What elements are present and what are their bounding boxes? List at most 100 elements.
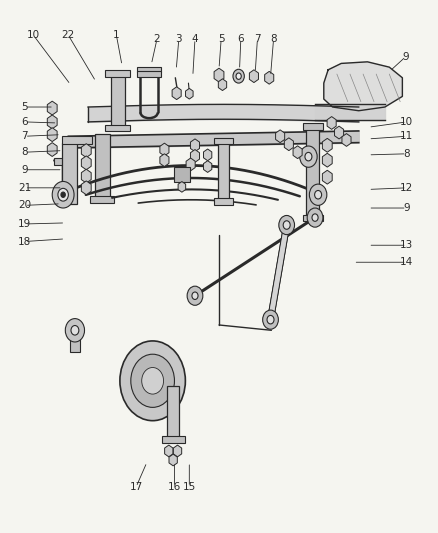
Bar [162, 435, 184, 443]
Polygon shape [293, 146, 302, 159]
Text: 17: 17 [129, 482, 143, 492]
Text: 10: 10 [400, 117, 413, 127]
Circle shape [58, 188, 68, 201]
Text: 8: 8 [403, 149, 410, 159]
Text: 5: 5 [21, 102, 28, 112]
Circle shape [187, 286, 203, 305]
Circle shape [236, 73, 241, 79]
Text: 7: 7 [254, 34, 261, 44]
Text: 6: 6 [21, 117, 28, 127]
Circle shape [314, 190, 321, 199]
Polygon shape [214, 68, 224, 82]
Polygon shape [322, 170, 332, 184]
Polygon shape [178, 182, 186, 192]
Text: 9: 9 [403, 203, 410, 213]
Circle shape [267, 316, 274, 324]
Text: 11: 11 [400, 131, 413, 141]
Bar [214, 198, 233, 205]
Polygon shape [47, 143, 57, 157]
Bar [70, 330, 80, 352]
Polygon shape [191, 139, 200, 152]
Polygon shape [204, 149, 212, 161]
Polygon shape [169, 454, 177, 466]
Bar [306, 127, 319, 216]
Polygon shape [284, 138, 293, 151]
Polygon shape [160, 143, 169, 156]
Bar [106, 125, 130, 132]
Polygon shape [327, 117, 336, 130]
Circle shape [142, 368, 163, 394]
Text: 21: 21 [18, 183, 32, 193]
Polygon shape [81, 156, 91, 169]
Circle shape [65, 319, 85, 342]
Circle shape [263, 310, 279, 329]
Text: 8: 8 [270, 34, 277, 44]
Circle shape [52, 181, 74, 208]
Text: 7: 7 [21, 131, 28, 141]
Polygon shape [322, 154, 332, 167]
Circle shape [131, 354, 174, 407]
Polygon shape [335, 126, 343, 139]
Polygon shape [172, 87, 181, 100]
Text: 9: 9 [403, 52, 409, 61]
Text: 15: 15 [183, 482, 196, 492]
Bar [62, 143, 77, 204]
Bar [53, 158, 73, 165]
Circle shape [305, 152, 312, 161]
Polygon shape [81, 169, 91, 183]
Polygon shape [47, 128, 57, 142]
Text: 6: 6 [237, 34, 244, 44]
Text: 18: 18 [18, 237, 32, 247]
Bar [90, 196, 114, 203]
Polygon shape [81, 181, 91, 195]
Text: 22: 22 [62, 30, 75, 41]
Bar [106, 70, 130, 77]
Bar [137, 71, 161, 77]
Text: 8: 8 [21, 147, 28, 157]
Bar [218, 141, 229, 204]
Bar [95, 134, 110, 197]
Circle shape [300, 146, 317, 167]
Circle shape [120, 341, 185, 421]
Bar [167, 386, 179, 438]
Polygon shape [342, 134, 351, 147]
Bar [303, 215, 323, 221]
Bar [174, 167, 190, 182]
Text: 9: 9 [21, 165, 28, 175]
Polygon shape [324, 62, 403, 111]
Polygon shape [165, 445, 173, 457]
Circle shape [309, 184, 327, 205]
Polygon shape [204, 161, 212, 172]
Polygon shape [249, 70, 258, 83]
Polygon shape [265, 71, 274, 84]
Text: 13: 13 [400, 240, 413, 250]
Polygon shape [160, 154, 169, 166]
Polygon shape [276, 130, 285, 143]
Polygon shape [47, 115, 57, 129]
Circle shape [312, 214, 318, 221]
Polygon shape [191, 150, 200, 163]
Text: 19: 19 [18, 219, 32, 229]
Text: 14: 14 [400, 257, 413, 267]
Polygon shape [47, 101, 57, 115]
Text: 20: 20 [18, 200, 31, 211]
Polygon shape [186, 158, 195, 171]
Circle shape [71, 326, 79, 335]
Text: 10: 10 [27, 30, 40, 41]
Bar [62, 136, 92, 144]
Text: 2: 2 [154, 34, 160, 44]
Text: 12: 12 [400, 183, 413, 193]
Polygon shape [186, 88, 193, 99]
Polygon shape [322, 139, 332, 152]
Bar [303, 123, 323, 131]
Text: 1: 1 [113, 30, 120, 41]
Polygon shape [173, 445, 182, 457]
Text: 16: 16 [168, 482, 181, 492]
Text: 5: 5 [218, 34, 225, 44]
Circle shape [192, 292, 198, 300]
Bar [214, 138, 233, 144]
Text: 3: 3 [176, 34, 182, 44]
Polygon shape [218, 79, 226, 91]
Bar [111, 74, 125, 130]
Circle shape [283, 221, 290, 229]
